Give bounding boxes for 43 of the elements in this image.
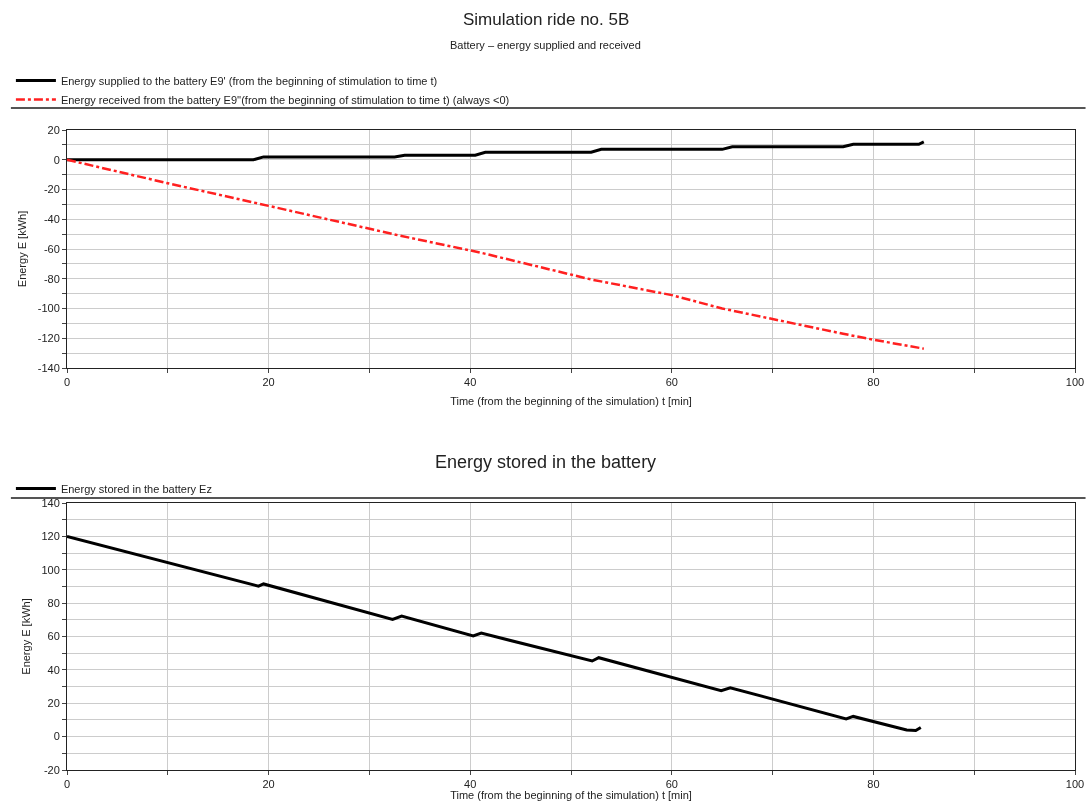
y-axis-title: Energy E [kWh] bbox=[16, 210, 29, 288]
y-axis-title: Energy E [kWh] bbox=[20, 598, 33, 675]
y-tick-label: -80 bbox=[43, 272, 60, 285]
x-tick-label: 20 bbox=[262, 778, 275, 791]
y-tick-label: -40 bbox=[43, 213, 60, 226]
x-axis-title: Time (from the beginning of the simulation) t [min] bbox=[450, 789, 692, 801]
y-tick-label: 20 bbox=[47, 697, 60, 710]
chart-subtitle: Battery – energy supplied and received bbox=[450, 39, 641, 51]
y-tick-label: 0 bbox=[53, 730, 60, 743]
y-tick-label: -120 bbox=[37, 332, 60, 345]
y-tick-label: 120 bbox=[41, 530, 60, 543]
x-tick-label: 40 bbox=[464, 376, 477, 389]
x-tick-label: 100 bbox=[1065, 376, 1085, 389]
x-tick-label: 40 bbox=[464, 778, 477, 791]
y-tick-label: 20 bbox=[47, 123, 60, 136]
legend-label: Energy received from the battery E9''(from the beginning of stimulation to time t) (always <0) bbox=[60, 93, 510, 106]
legend-label: Energy supplied to the battery E9' (from the beginning of stimulation to time t) bbox=[60, 74, 438, 87]
x-tick-label: 0 bbox=[63, 376, 71, 389]
y-tick-label: 100 bbox=[41, 563, 60, 576]
chart-title: Simulation ride no. 5B bbox=[463, 10, 630, 29]
x-tick-label: 0 bbox=[63, 778, 71, 791]
y-tick-label: -20 bbox=[43, 763, 60, 776]
x-tick-label: 60 bbox=[665, 778, 678, 791]
y-tick-label: 60 bbox=[47, 630, 60, 643]
y-tick-label: -60 bbox=[43, 242, 60, 255]
x-axis-title: Time (from the beginning of the simulation) t [min] bbox=[450, 395, 692, 408]
y-tick-label: -20 bbox=[43, 183, 60, 196]
x-tick-label: 80 bbox=[867, 376, 880, 389]
x-tick-label: 60 bbox=[665, 376, 678, 389]
y-tick-label: 140 bbox=[41, 496, 60, 509]
chart-title: Energy stored in the battery bbox=[435, 452, 657, 472]
line-series bbox=[67, 158, 926, 350]
x-tick-label: 80 bbox=[867, 778, 880, 791]
line-series bbox=[67, 140, 926, 162]
x-tick-label: 20 bbox=[262, 376, 275, 389]
y-tick-label: 0 bbox=[53, 153, 60, 166]
y-tick-label: 40 bbox=[47, 663, 60, 676]
y-tick-label: -100 bbox=[37, 302, 60, 315]
x-tick-label: 100 bbox=[1065, 778, 1085, 791]
legend-label: Energy stored in the battery Ez bbox=[60, 482, 212, 495]
line-series bbox=[67, 534, 923, 732]
y-tick-label: 80 bbox=[47, 596, 60, 609]
y-tick-label: -140 bbox=[37, 361, 60, 374]
